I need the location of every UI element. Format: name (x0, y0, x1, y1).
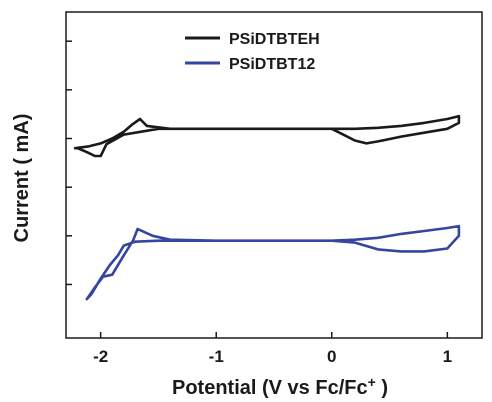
x-axis-ticks: -2 -1 0 1 (93, 332, 452, 366)
legend-label-0: PSiDTBTEH (229, 31, 320, 48)
x-axis-label-superscript: + (368, 374, 376, 390)
y-axis-ticks (66, 40, 72, 286)
series-layer (73, 114, 461, 301)
x-axis-label: Potential (V vs Fc/Fc+ ) (172, 374, 388, 399)
series-line-0 (73, 114, 461, 158)
y-axis-label: Current ( mA) (11, 114, 33, 243)
legend: PSiDTBTEH PSiDTBT12 (185, 31, 320, 73)
x-tick-label: 0 (327, 347, 336, 366)
legend-label-1: PSiDTBT12 (229, 56, 315, 73)
series-line-1 (85, 224, 461, 301)
x-tick-label: 1 (443, 347, 452, 366)
plot-frame (65, 11, 483, 339)
x-tick-label: -2 (93, 347, 108, 366)
x-tick-label: -1 (209, 347, 224, 366)
